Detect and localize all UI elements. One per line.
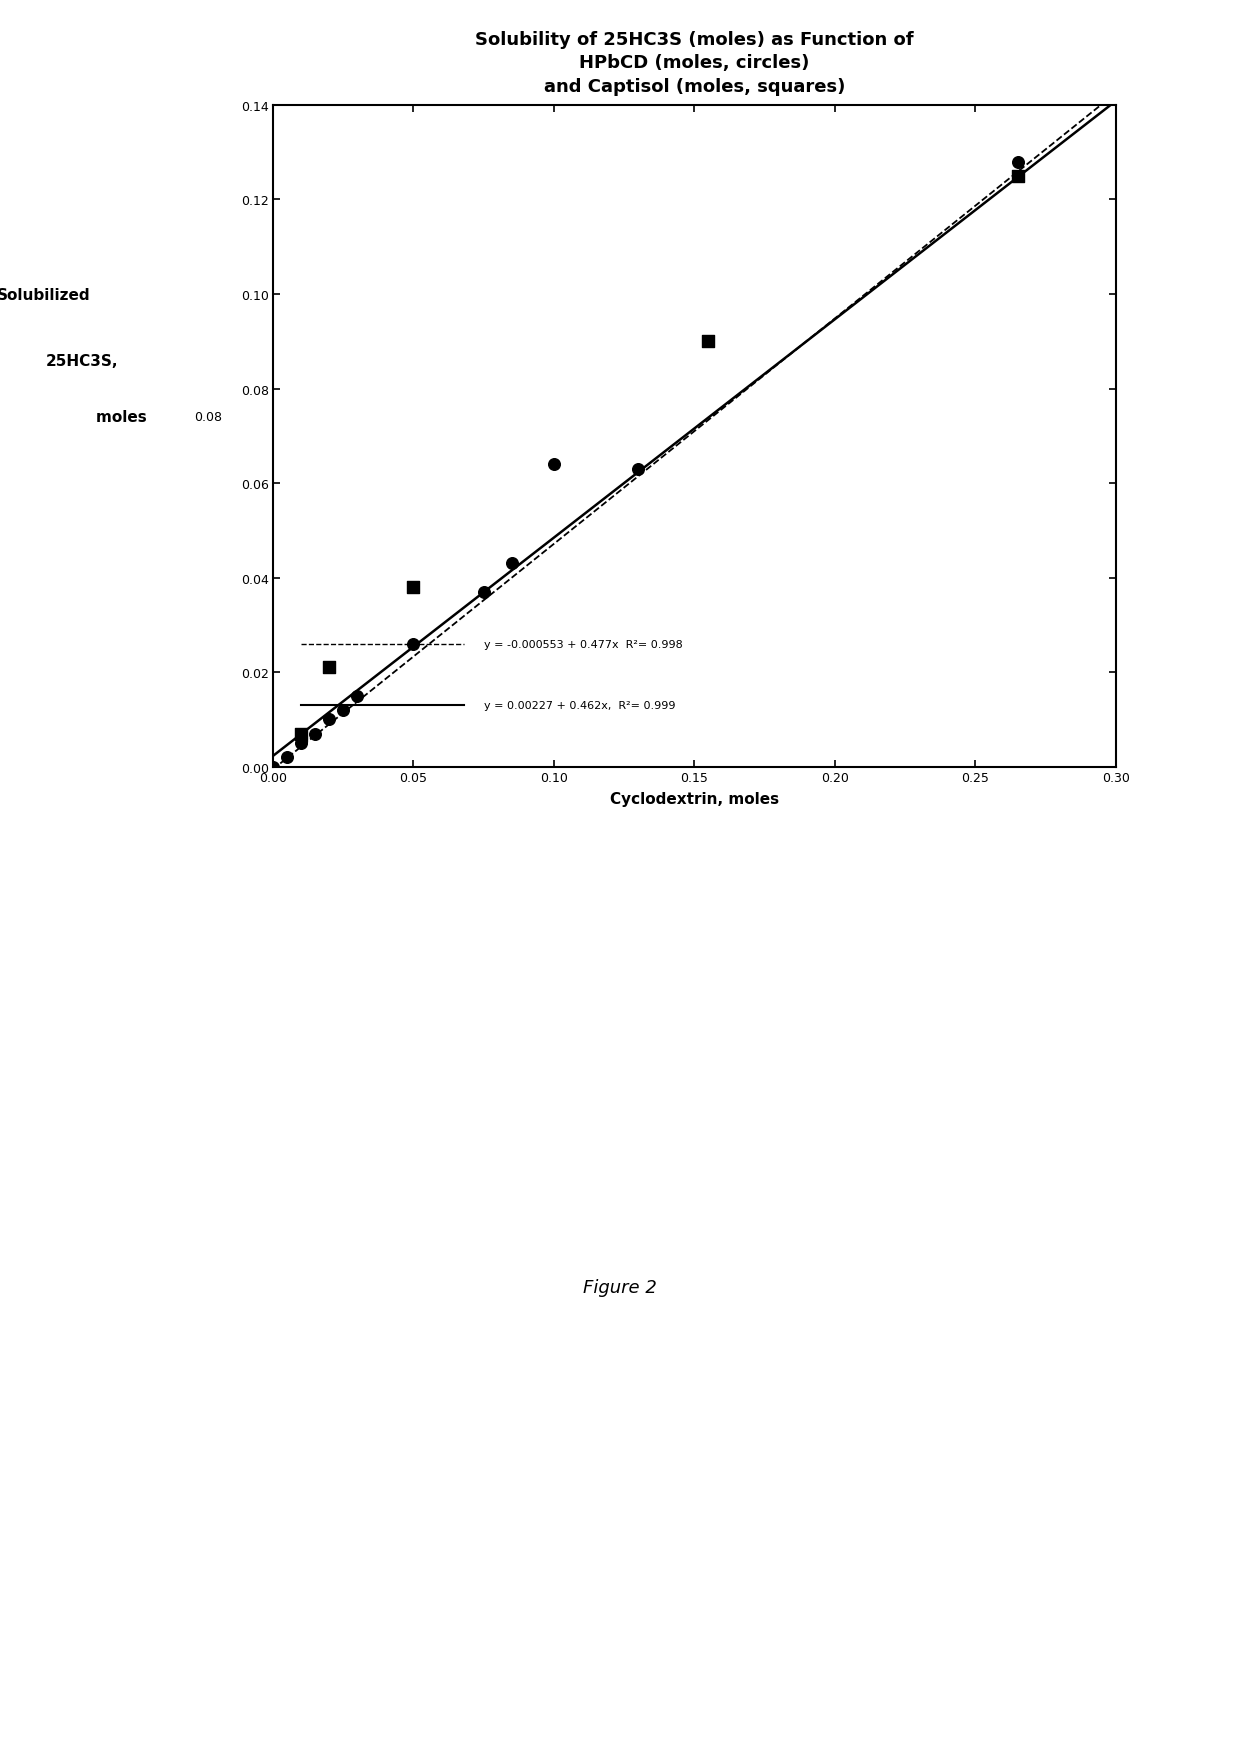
Point (544, 452, 564, 480)
Point (403, 573, 423, 602)
Point (263, 753, 283, 781)
Point (334, 697, 353, 725)
Point (698, 328, 718, 356)
Point (291, 720, 311, 748)
Text: moles: moles (95, 411, 153, 425)
Text: 0.08: 0.08 (195, 411, 222, 423)
Point (347, 683, 367, 711)
Text: Solubilized: Solubilized (0, 288, 91, 302)
Point (629, 455, 649, 483)
Point (319, 706, 339, 734)
Text: Figure 2: Figure 2 (583, 1279, 657, 1297)
Text: 25HC3S,: 25HC3S, (46, 353, 118, 369)
Point (319, 654, 339, 683)
Text: y = -0.000553 + 0.477x  R²= 0.998: y = -0.000553 + 0.477x R²= 0.998 (484, 640, 682, 649)
Point (474, 579, 494, 607)
Title: Solubility of 25HC3S (moles) as Function of
HPbCD (moles, circles)
and Captisol : Solubility of 25HC3S (moles) as Function… (475, 30, 914, 95)
X-axis label: Cyclodextrin, moles: Cyclodextrin, moles (610, 792, 779, 806)
Point (1008, 148, 1028, 176)
Point (305, 720, 325, 748)
Point (1008, 162, 1028, 191)
Point (291, 730, 311, 759)
Point (403, 630, 423, 658)
Point (277, 744, 296, 773)
Text: y = 0.00227 + 0.462x,  R²= 0.999: y = 0.00227 + 0.462x, R²= 0.999 (484, 700, 675, 711)
Point (502, 550, 522, 579)
